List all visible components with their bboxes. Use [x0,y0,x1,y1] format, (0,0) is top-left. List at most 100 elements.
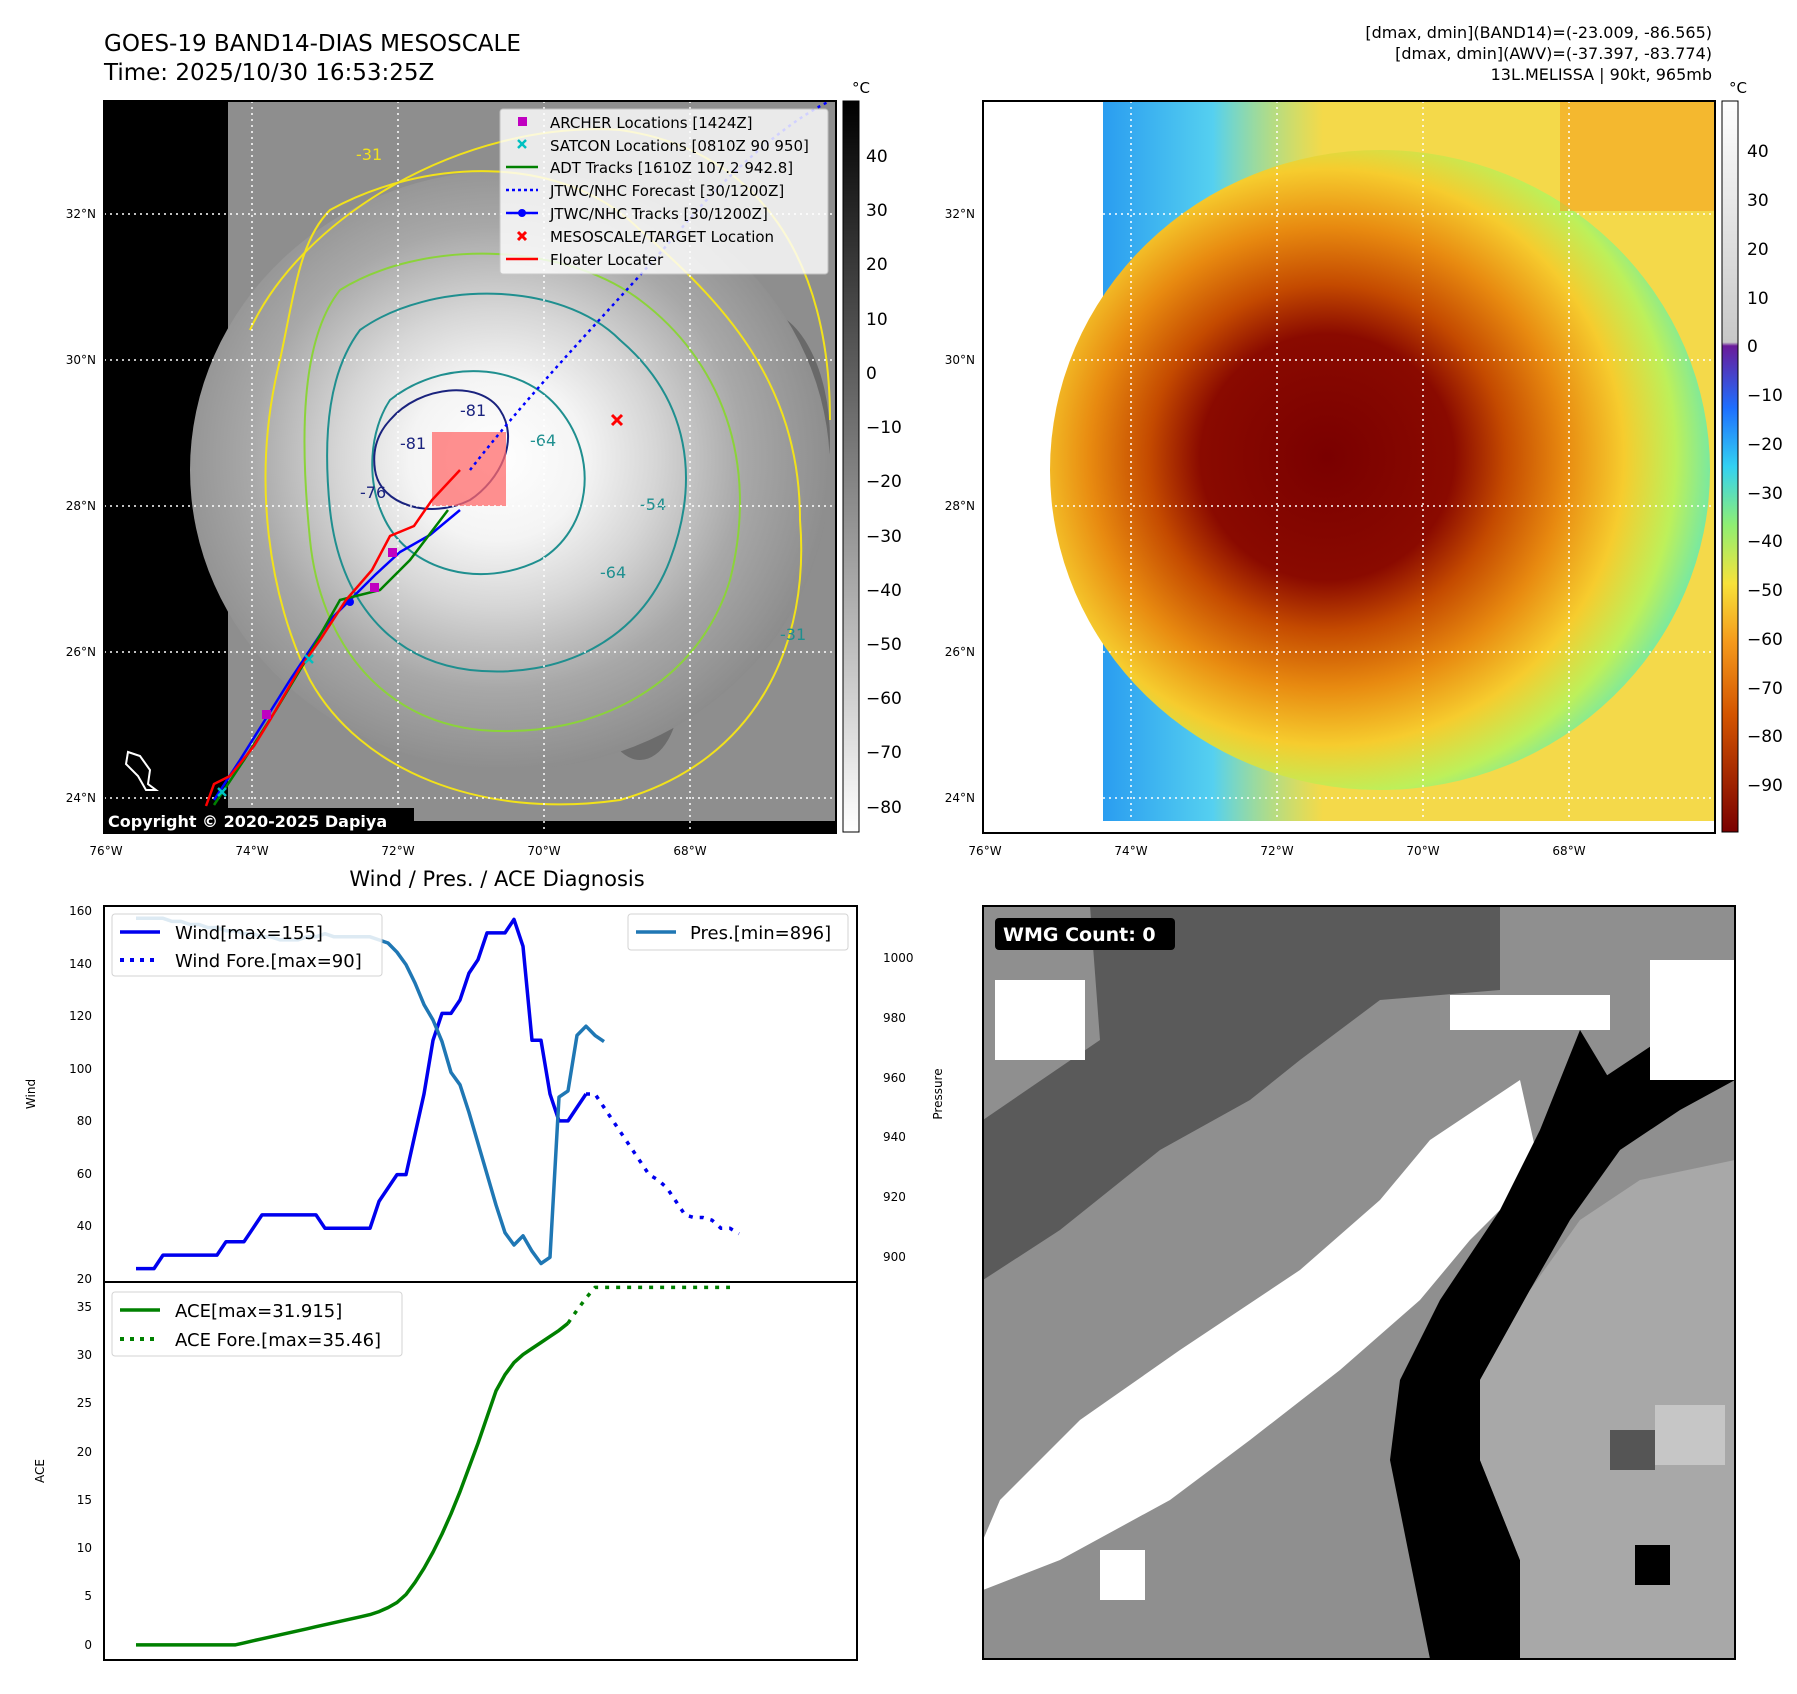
forecast-series-line [586,1092,740,1236]
colorbar-tick: −20 [1747,435,1783,455]
wind-tick: 160 [69,904,92,918]
colorbar-tick: −10 [1747,386,1783,406]
color-colorbar-ticks: 40 30 20 10 0 −10 −20 −30 −40 −50 −60 −7… [1747,142,1783,796]
map-gridlines-2 [983,101,1715,833]
ace-tick: 5 [84,1589,92,1603]
pressure-legend-label: Pres.[min=896] [690,923,831,944]
colorbar-tick: −80 [1747,727,1783,747]
colorbar-tick: 20 [1747,240,1769,260]
colorbar-tick: −10 [866,418,902,438]
map-legend: ARCHER Locations [1424Z] SATCON Location… [499,108,829,275]
wind-legend: Wind[max=155] Wind Fore.[max=90] [111,913,383,977]
colorbar-tick: −80 [866,798,902,818]
satcon-location [217,654,314,797]
legend-floater-label: Floater Locater [550,251,664,269]
series-line [136,1321,570,1647]
lon-tick: 74°W [1114,844,1147,858]
lon-tick: 70°W [1406,844,1439,858]
legend-archer-label: ARCHER Locations [1424Z] [550,114,753,132]
wind-tick: 120 [69,1009,92,1023]
contour-label: -64 [530,431,556,450]
pressure-tick: 960 [883,1071,906,1085]
ace-tick: 30 [77,1348,92,1362]
diagnosis-panel: Wind / Pres. / ACE Diagnosis Wind Pressu… [24,867,945,1661]
ace-axes-frame [103,1281,858,1661]
storm-info: 13L.MELISSA | 90kt, 965mb [1491,65,1712,84]
storm-cloud-shield [190,170,830,770]
wind-legend-label: Wind[max=155] [175,923,323,944]
wmg-white-block-2 [1450,995,1610,1030]
wmg-white-band [983,1080,1540,1590]
lon-tick: 76°W [968,844,1001,858]
wind-tick: 20 [77,1272,92,1286]
legend-adt-label: ADT Tracks [1610Z 107.2 942.8] [550,159,793,177]
lon-tick: 74°W [235,844,268,858]
diagnosis-title: Wind / Pres. / ACE Diagnosis [349,867,644,891]
contour-label: -81 [460,401,486,420]
figure-time: Time: 2025/10/30 16:53:25Z [103,60,434,86]
wind-tick: 60 [77,1167,92,1181]
map2-lon-labels: 76°W 74°W 72°W 70°W 68°W [968,844,1585,858]
wind-tick: 40 [77,1219,92,1233]
legend-tracks-label: JTWC/NHC Tracks [30/1200Z] [549,205,768,223]
colorbar-tick: 0 [866,364,877,384]
colorbar-tick: 40 [866,147,888,167]
contour-label: -31 [780,625,806,644]
lon-tick: 68°W [673,844,706,858]
target-region-box [432,432,506,506]
wmg-black-band [1390,1030,1620,1659]
colorbar-tick: −30 [866,527,902,547]
colorbar-tick: −20 [866,472,902,492]
wmg-dark-band [983,906,1500,1280]
mesoscale-target-marker [610,413,624,427]
wmg-frame [982,905,1736,1660]
wind-fore-legend-label: Wind Fore.[max=90] [175,951,362,972]
colorbar-tick: −30 [1747,484,1783,504]
figure-title: GOES-19 BAND14-DIAS MESOSCALE [104,31,521,57]
ace-tick: 20 [77,1445,92,1459]
ir-gray-map-panel: -81 -81 -76 -64 -64 -54 -31 -31 [66,79,902,858]
wind-tick: 140 [69,957,92,971]
contour-teal-inner [371,370,586,575]
archer-location [370,583,379,592]
contour-label: -76 [360,483,386,502]
colorbar-tick: −60 [1747,630,1783,650]
colorbar-tick: 30 [866,201,888,221]
ace-plot [136,1285,730,1647]
wmg-panel: WMG Count: 0 [982,905,1736,1660]
lat-tick: 28°N [945,499,975,513]
lat-tick: 32°N [945,207,975,221]
ace-tick: 25 [77,1396,92,1410]
wind-y-ticks: 160 140 120 100 80 60 40 20 [69,904,92,1286]
ace-legend: ACE[max=31.915] ACE Fore.[max=35.46] [111,1291,403,1357]
ace-tick: 35 [77,1300,92,1314]
ace-y-ticks: 35 30 25 20 15 10 5 0 [77,1300,92,1652]
colorbar-tick: −40 [866,581,902,601]
ace-tick: 0 [84,1638,92,1652]
wind-plot [136,917,740,1271]
ace-legend-label: ACE[max=31.915] [175,1301,342,1322]
wind-tick: 80 [77,1114,92,1128]
ir-color-map-panel: 32°N 30°N 28°N 26°N 24°N 76°W 74°W 72°W … [945,79,1783,858]
lat-tick: 30°N [66,353,96,367]
pressure-y-ticks: 1000 980 960 940 920 900 [883,951,914,1264]
map-lat-labels: 32°N 30°N 28°N 26°N 24°N [66,207,96,805]
lat-tick: 24°N [66,791,96,805]
pressure-axis-label: Pressure [931,1068,945,1119]
colorbar-tick: 30 [1747,191,1769,211]
archer-location [388,548,397,557]
contour-lightgreen [303,252,741,733]
wmg-white-block-4 [1100,1550,1145,1600]
map2-lat-labels: 32°N 30°N 28°N 26°N 24°N [945,207,975,805]
wind-tick: 100 [69,1062,92,1076]
pressure-legend: Pres.[min=896] [627,913,849,951]
legend-tracks-dot [518,209,526,217]
colorbar-tick: 10 [866,310,888,330]
legend-archer-marker [518,117,527,126]
lat-tick: 28°N [66,499,96,513]
lat-tick: 32°N [66,207,96,221]
lat-tick: 26°N [66,645,96,659]
wmg-light-region [1480,1160,1735,1659]
pressure-tick: 980 [883,1011,906,1025]
